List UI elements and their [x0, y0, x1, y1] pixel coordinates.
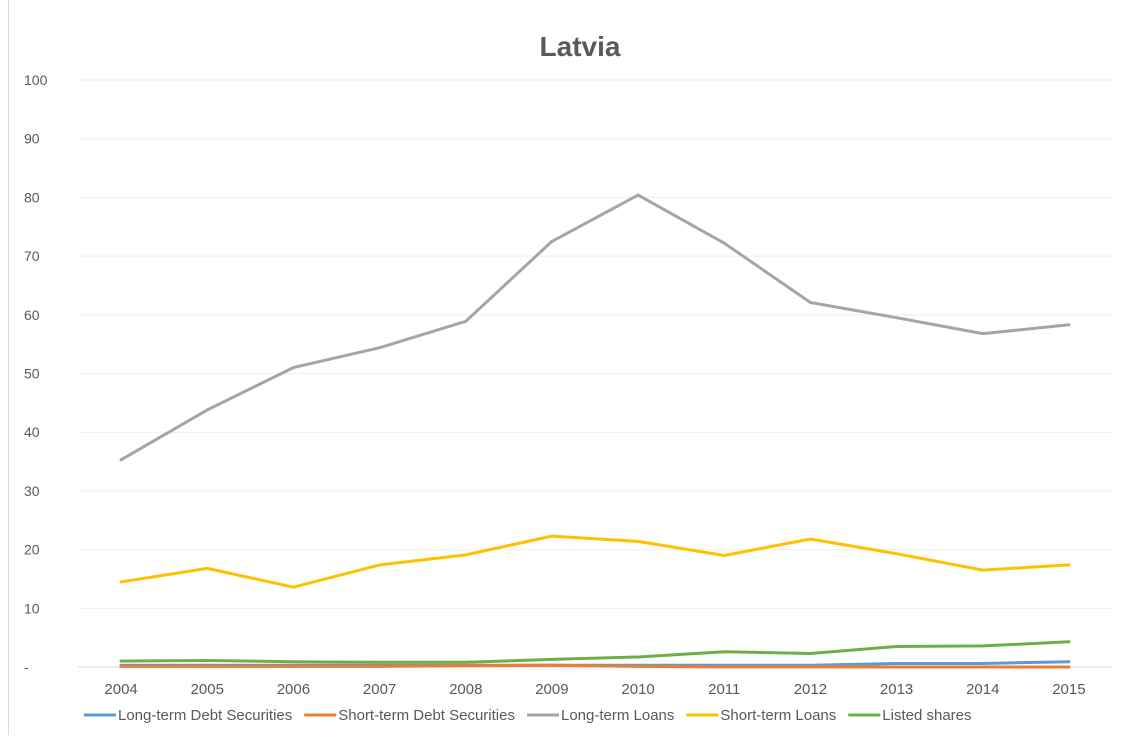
data-point-2-5: [550, 240, 554, 243]
data-point-4-1: [205, 659, 209, 662]
data-point-3-5: [550, 534, 554, 538]
data-point-2-3: [378, 346, 381, 350]
x-tick-label-2004: 2004: [104, 681, 137, 698]
data-point-3-10: [981, 568, 985, 572]
x-tick-label-2009: 2009: [535, 681, 568, 698]
x-axis: 2004 2005 2006 2007 2008 2009 2010 2011 2012 2013…: [104, 681, 1085, 698]
legend-label-4: Listed shares: [882, 707, 971, 724]
x-tick-label-2008: 2008: [449, 681, 482, 698]
y-tick-label-70: 70: [24, 248, 40, 264]
data-point-4-4: [464, 660, 468, 664]
data-point-4-10: [981, 644, 985, 648]
y-tick-label-100: 100: [24, 72, 48, 88]
data-point-1-5: [550, 663, 554, 667]
data-point-3-1: [205, 566, 209, 570]
data-point-1-0: [119, 665, 123, 668]
series-line-3: [119, 534, 1071, 589]
y-tick-label-0: -: [24, 659, 29, 675]
x-tick-label-2011: 2011: [708, 681, 740, 698]
data-point-3-3: [378, 563, 381, 567]
chart-title: Latvia: [540, 31, 621, 62]
frame-border: [8, 0, 9, 735]
y-tick-label-50: 50: [24, 366, 40, 382]
data-point-4-7: [722, 650, 726, 654]
y-tick-label-60: 60: [24, 307, 40, 323]
data-point-3-8: [809, 537, 812, 541]
data-point-4-3: [378, 660, 381, 664]
data-point-4-6: [636, 655, 640, 659]
y-tick-label-80: 80: [24, 189, 40, 205]
data-point-1-1: [205, 665, 209, 668]
legend-label-0: Long-term Debt Securities: [118, 707, 292, 724]
data-point-3-2: [292, 585, 295, 589]
data-point-3-6: [636, 539, 640, 543]
data-point-4-5: [550, 657, 554, 661]
y-tick-label-20: 20: [24, 542, 40, 558]
x-tick-label-2013: 2013: [880, 681, 913, 698]
data-point-3-11: [1067, 563, 1071, 567]
data-point-1-2: [292, 665, 295, 668]
data-point-1-7: [722, 665, 726, 669]
data-point-4-2: [292, 660, 295, 664]
legend-label-1: Short-term Debt Securities: [338, 707, 515, 724]
data-point-4-9: [895, 645, 898, 648]
data-point-2-11: [1067, 323, 1071, 327]
legend-label-2: Long-term Loans: [561, 707, 674, 724]
data-point-2-8: [809, 301, 812, 304]
x-tick-label-2014: 2014: [966, 681, 999, 698]
x-tick-label-2006: 2006: [277, 681, 310, 698]
x-tick-label-2005: 2005: [191, 681, 224, 698]
y-tick-label-90: 90: [24, 131, 40, 147]
gridlines: [78, 79, 1112, 668]
data-point-1-6: [636, 665, 640, 668]
data-point-1-4: [464, 664, 468, 668]
data-point-2-4: [464, 319, 468, 323]
data-point-3-4: [464, 553, 468, 557]
x-tick-label-2015: 2015: [1052, 681, 1085, 698]
y-axis: - 10 20 30 40 50 60 70 80 90 100: [24, 72, 48, 675]
data-point-1-8: [809, 665, 812, 669]
series-line-4: [119, 640, 1071, 664]
series-line-1: [119, 663, 1071, 669]
data-point-1-3: [378, 665, 381, 668]
data-point-1-10: [981, 665, 985, 669]
legend-label-3: Short-term Loans: [720, 707, 836, 724]
x-tick-label-2007: 2007: [363, 681, 396, 698]
data-point-2-10: [981, 332, 985, 335]
data-point-2-0: [119, 458, 123, 462]
data-point-2-9: [895, 316, 898, 320]
data-point-2-7: [722, 241, 726, 245]
x-tick-label-2010: 2010: [621, 681, 654, 698]
data-point-0-11: [1067, 660, 1071, 664]
y-tick-label-40: 40: [24, 424, 40, 440]
series-line-2: [119, 193, 1071, 462]
data-point-4-11: [1067, 640, 1071, 644]
legend: Long-term Debt Securities Short-term Debt…: [84, 707, 972, 724]
data-point-3-7: [722, 554, 726, 557]
data-point-0-9: [895, 662, 898, 665]
data-point-3-0: [119, 580, 123, 584]
data-point-4-8: [809, 652, 812, 655]
data-point-2-2: [292, 366, 295, 370]
data-point-0-10: [981, 662, 985, 665]
data-point-4-0: [119, 659, 123, 663]
x-tick-label-2012: 2012: [794, 681, 827, 698]
series-group: [119, 193, 1071, 669]
data-point-2-1: [205, 408, 209, 412]
data-point-3-9: [895, 552, 898, 556]
data-point-1-9: [895, 665, 898, 669]
data-point-2-6: [636, 193, 640, 197]
y-tick-label-30: 30: [24, 483, 40, 499]
data-point-1-11: [1067, 665, 1071, 669]
y-tick-label-10: 10: [24, 600, 40, 616]
